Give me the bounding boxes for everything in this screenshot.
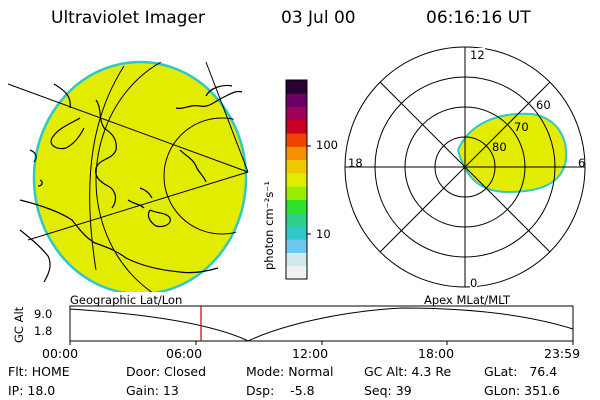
colorbar-swatch [286, 146, 307, 161]
colorbar-units-label: photon cm⁻²s⁻¹ [262, 181, 276, 270]
alt-axis-title: GC Alt [12, 306, 26, 343]
lat-label-80: 80 [492, 140, 507, 154]
colorbar-swatch [286, 159, 307, 174]
alt-axis-bottom: 1.8 [34, 324, 53, 338]
colorbar-swatch [286, 212, 307, 227]
status-mode: Mode: Normal [246, 364, 334, 379]
lat-label-70: 70 [514, 120, 529, 134]
timeline-tick-0600: 06:00 [166, 346, 203, 361]
colorbar-swatch [286, 80, 307, 94]
mlt-label-12: 12 [470, 48, 485, 62]
aurora-emission-disk [32, 60, 248, 292]
colorbar-swatch [286, 186, 307, 200]
geographic-image [7, 60, 249, 292]
colorbar-tick-100: 100 [316, 138, 338, 152]
polar-aurora-oval [456, 112, 568, 194]
timeline-left-label: Geographic Lat/Lon [70, 293, 183, 307]
geographic-grid [7, 60, 249, 292]
polar-plot [344, 46, 586, 288]
timeline-tick-0000: 00:00 [42, 346, 79, 361]
altitude-timeline [69, 305, 574, 345]
status-gain: Gain: 13 [126, 383, 179, 398]
status-seq: Seq: 39 [364, 383, 412, 398]
colorbar-swatch [286, 199, 307, 214]
colorbar-swatch [286, 119, 307, 134]
colorbar-swatch [286, 172, 307, 187]
timeline-right-label: Apex MLat/MLT [424, 293, 511, 307]
mlt-label-0: 0 [470, 276, 478, 290]
status-glat: GLat: 76.4 [484, 364, 558, 379]
colorbar-swatch [286, 225, 307, 240]
colorbar-swatch [286, 133, 307, 147]
lat-label-60: 60 [536, 98, 551, 112]
coastlines [19, 83, 243, 283]
timeline-tick-2359: 23:59 [544, 346, 581, 361]
observation-time: 06:16:16 UT [426, 8, 531, 28]
colorbar-swatch [286, 93, 307, 108]
timeline-tick-1200: 12:00 [292, 346, 329, 361]
status-dsp: Dsp: -5.8 [246, 383, 315, 398]
mlt-label-18: 18 [348, 156, 363, 170]
status-glon: GLon: 351.6 [484, 383, 560, 398]
altitude-curve [69, 307, 574, 342]
status-flight: Flt: HOME [8, 364, 70, 379]
colorbar-swatch [286, 252, 307, 267]
colorbar-tick-10: 10 [316, 227, 331, 241]
colorbar-swatches [286, 80, 307, 280]
status-gc-alt: GC Alt: 4.3 Re [364, 364, 452, 379]
status-ip: IP: 18.0 [8, 383, 56, 398]
colorbar [285, 79, 311, 280]
mlt-label-6: 6 [578, 156, 586, 170]
instrument-title: Ultraviolet Imager [51, 8, 205, 28]
colorbar-swatch [286, 239, 307, 253]
observation-date: 03 Jul 00 [281, 8, 356, 28]
status-door: Door: Closed [126, 364, 207, 379]
colorbar-swatch [286, 106, 307, 121]
colorbar-swatch [286, 265, 307, 280]
alt-axis-top: 9.0 [34, 307, 53, 321]
timeline-tick-1800: 18:00 [418, 346, 455, 361]
